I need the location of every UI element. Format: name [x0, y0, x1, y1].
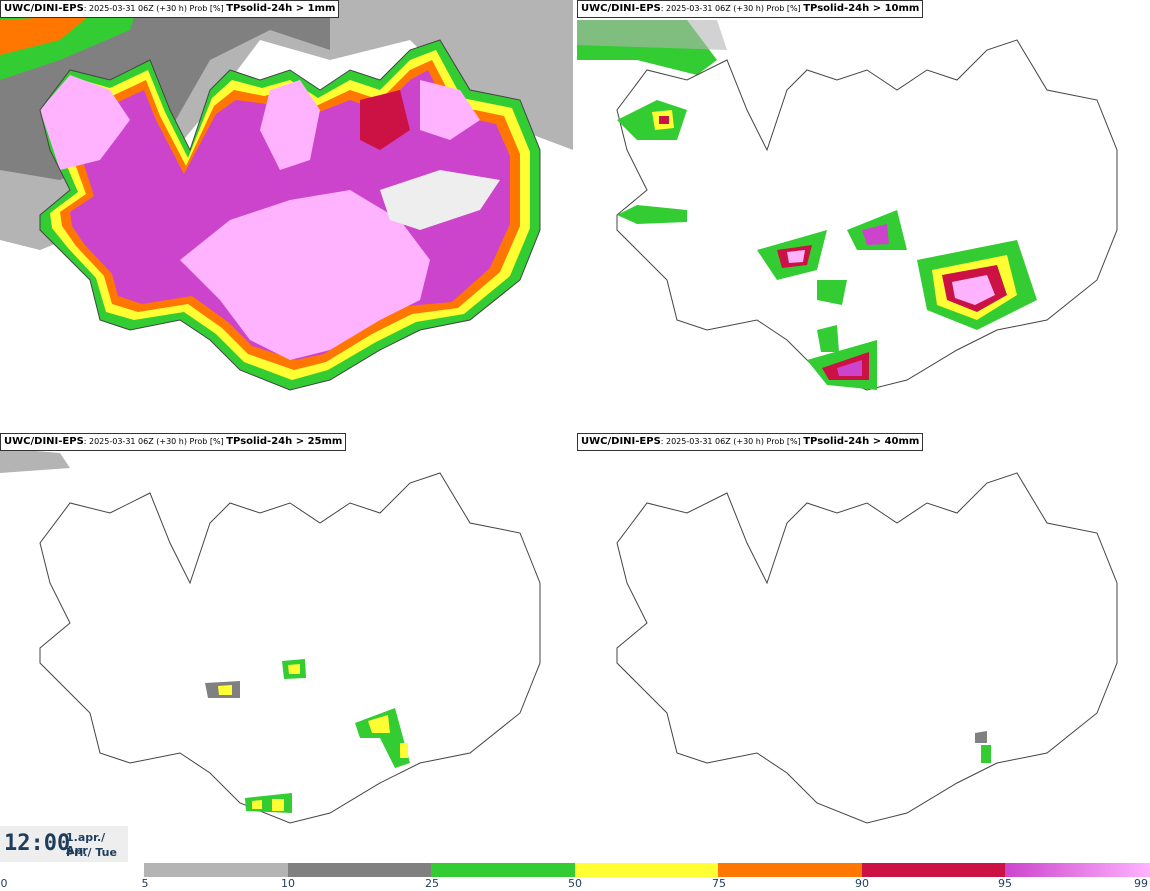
- colorbar-tick: 90: [855, 877, 869, 890]
- colorbar-segment-95-99: [1005, 863, 1150, 877]
- map-1mm: [0, 0, 573, 432]
- colorbar-tick: 5: [141, 877, 149, 890]
- panel-title-25mm: UWC/DINI-EPS: 2025-03-31 06Z (+30 h) Pro…: [0, 433, 347, 451]
- model-name: UWC/DINI-EPS: [581, 3, 661, 14]
- colorbar-tick: 50: [568, 877, 582, 890]
- panel-title-40mm: UWC/DINI-EPS: 2025-03-31 06Z (+30 h) Pro…: [577, 433, 924, 451]
- colorbar-segment-5-10: [144, 863, 288, 877]
- colorbar-tick: 75: [712, 877, 726, 890]
- map-panel-40mm: UWC/DINI-EPS: 2025-03-31 06Z (+30 h) Pro…: [577, 433, 1150, 865]
- map-25mm: [0, 433, 573, 865]
- map-panel-25mm: UWC/DINI-EPS: 2025-03-31 06Z (+30 h) Pro…: [0, 433, 573, 865]
- valid-time-box: 12:00 1.apr./ Apr Þri./ Tue: [0, 826, 128, 862]
- colorbar-segment-90-95: [862, 863, 1005, 877]
- run-info: : 2025-03-31 06Z (+30 h) Prob [%]: [660, 4, 804, 13]
- panel-title-1mm: UWC/DINI-EPS: 2025-03-31 06Z (+30 h) Pro…: [0, 0, 340, 18]
- panel-title-10mm: UWC/DINI-EPS: 2025-03-31 06Z (+30 h) Pro…: [577, 0, 924, 18]
- probability-colorbar: [144, 863, 1150, 877]
- model-name: UWC/DINI-EPS: [4, 436, 84, 447]
- run-info: : 2025-03-31 06Z (+30 h) Prob [%]: [83, 4, 227, 13]
- colorbar-tick: 0: [0, 877, 8, 890]
- map-10mm: [577, 0, 1150, 432]
- valid-hour: 12:00: [4, 831, 71, 856]
- valid-weekday: Þri./ Tue: [66, 846, 117, 859]
- model-name: UWC/DINI-EPS: [4, 3, 84, 14]
- map-panel-1mm: UWC/DINI-EPS: 2025-03-31 06Z (+30 h) Pro…: [0, 0, 573, 432]
- valid-date: 1.apr./ Apr: [66, 831, 106, 857]
- colorbar-tick: 99: [1134, 877, 1148, 890]
- model-name: UWC/DINI-EPS: [581, 436, 661, 447]
- parameter-label: TPsolid-24h > 10mm: [803, 3, 920, 14]
- colorbar-tick: 95: [998, 877, 1012, 890]
- parameter-label: TPsolid-24h > 40mm: [803, 436, 920, 447]
- map-40mm: [577, 433, 1150, 865]
- colorbar-tick: 10: [281, 877, 295, 890]
- colorbar-segment-10-25: [288, 863, 431, 877]
- run-info: : 2025-03-31 06Z (+30 h) Prob [%]: [660, 437, 804, 446]
- map-panel-10mm: UWC/DINI-EPS: 2025-03-31 06Z (+30 h) Pro…: [577, 0, 1150, 432]
- colorbar-segment-75-90: [718, 863, 862, 877]
- parameter-label: TPsolid-24h > 1mm: [226, 3, 336, 14]
- run-info: : 2025-03-31 06Z (+30 h) Prob [%]: [83, 437, 227, 446]
- colorbar-segment-25-50: [431, 863, 575, 877]
- parameter-label: TPsolid-24h > 25mm: [226, 436, 343, 447]
- colorbar-tick: 25: [425, 877, 439, 890]
- colorbar-segment-50-75: [575, 863, 718, 877]
